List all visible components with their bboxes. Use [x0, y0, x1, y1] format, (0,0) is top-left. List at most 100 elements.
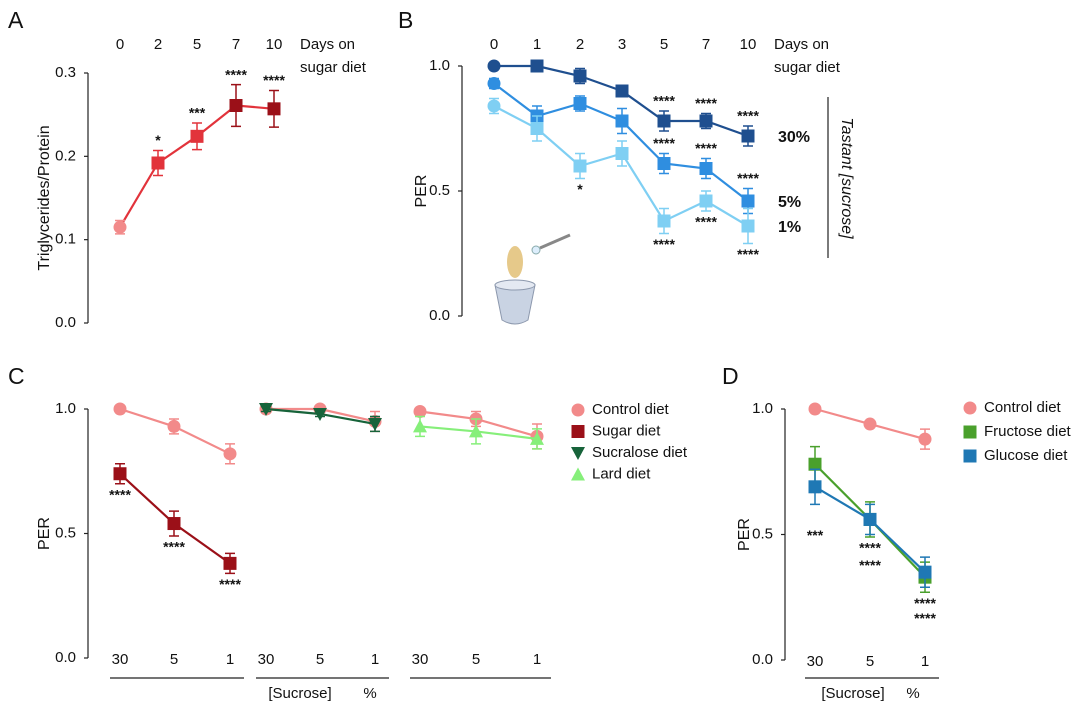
marker	[267, 102, 281, 116]
x-tick-label: 0	[116, 36, 124, 53]
x-axis-label: [Sucrose]	[821, 685, 884, 702]
legend-label: Fructose diet	[984, 423, 1072, 440]
y-axis-label: PER	[413, 175, 430, 208]
significance-label: ****	[859, 557, 881, 573]
marker	[413, 404, 427, 418]
marker	[657, 214, 671, 228]
x-axis-label: [Sucrose]	[268, 685, 331, 702]
marker	[963, 449, 977, 463]
marker	[571, 403, 585, 417]
panel-letter: A	[8, 7, 24, 33]
significance-label: ****	[859, 540, 881, 556]
marker	[571, 467, 585, 481]
marker	[699, 162, 713, 175]
y-tick-label: 0.5	[429, 182, 450, 199]
significance-label: ****	[737, 170, 759, 186]
significance-label: ****	[737, 108, 759, 124]
marker	[223, 447, 237, 461]
marker	[699, 194, 713, 208]
x-tick-label: 10	[266, 36, 283, 53]
significance-label: ****	[695, 140, 717, 156]
y-tick-label: 1.0	[429, 57, 450, 74]
marker	[530, 431, 544, 445]
marker	[808, 402, 822, 416]
x-tick-label: 1	[371, 651, 379, 668]
marker	[190, 129, 204, 143]
y-axis-label: Triglycerides/Protein	[36, 125, 53, 270]
marker	[615, 147, 629, 160]
x-tick-label: 5	[193, 36, 201, 53]
marker	[167, 517, 181, 531]
x-tick-label: 30	[258, 651, 275, 668]
marker	[808, 480, 822, 494]
y-tick-label: 0.0	[752, 651, 773, 668]
x-tick-label: 2	[154, 36, 162, 53]
series-label: 1%	[778, 219, 801, 236]
y-axis-label: PER	[36, 517, 53, 550]
significance-label: ****	[653, 236, 675, 252]
x-axis-label: Days on	[300, 36, 355, 53]
proboscis-illustration	[494, 233, 571, 325]
x-tick-label: 30	[412, 651, 429, 668]
x-tick-label: 7	[232, 36, 240, 53]
x-axis-label: sugar diet	[300, 59, 367, 76]
significance-label: *	[155, 132, 161, 148]
marker	[530, 59, 544, 73]
legend-label: Glucose diet	[984, 447, 1068, 464]
series-label: 5%	[778, 194, 801, 211]
marker	[223, 556, 237, 570]
marker	[113, 402, 127, 416]
marker	[368, 417, 382, 431]
y-axis-label: PER	[736, 518, 753, 551]
marker	[469, 424, 483, 438]
legend-label: Lard diet	[592, 465, 651, 482]
legend-label: Sucralose diet	[592, 444, 688, 461]
marker	[113, 467, 127, 481]
legend-label: Sugar diet	[592, 422, 661, 439]
x-axis-label: Days on	[774, 36, 829, 53]
panel-letter: C	[8, 363, 25, 389]
marker	[229, 99, 243, 112]
marker	[487, 59, 501, 73]
marker	[167, 419, 181, 433]
marker	[571, 425, 585, 438]
series-label: 30%	[778, 129, 810, 146]
x-tick-label: 2	[576, 36, 584, 53]
marker	[413, 419, 427, 433]
marker	[530, 122, 544, 135]
significance-label: ****	[914, 610, 936, 626]
x-tick-label: 3	[618, 36, 626, 53]
significance-label: ****	[695, 95, 717, 111]
y-tick-label: 0.1	[55, 231, 76, 248]
marker	[573, 97, 587, 110]
y-tick-label: 1.0	[752, 400, 773, 417]
legend-label: Control diet	[592, 401, 670, 418]
significance-label: ****	[263, 72, 285, 88]
x-tick-label: 5	[660, 36, 668, 53]
marker	[741, 129, 755, 143]
significance-label: ****	[653, 93, 675, 109]
x-axis-unit: %	[906, 685, 919, 702]
y-tick-label: 0.0	[55, 649, 76, 666]
x-tick-label: 5	[170, 651, 178, 668]
marker	[699, 114, 713, 128]
y-tick-label: 0.2	[55, 147, 76, 164]
y-tick-label: 0.3	[55, 64, 76, 81]
x-tick-label: 1	[921, 653, 929, 670]
significance-label: ****	[109, 486, 131, 502]
significance-label: ****	[737, 246, 759, 262]
marker	[918, 565, 932, 579]
marker	[571, 447, 585, 460]
y-tick-label: 0.5	[55, 524, 76, 541]
significance-label: ****	[695, 214, 717, 230]
significance-label: *	[577, 181, 583, 197]
marker	[573, 159, 587, 173]
marker	[615, 84, 629, 98]
marker	[313, 407, 327, 421]
y-tick-label: 0.0	[55, 314, 76, 331]
marker	[863, 417, 877, 431]
marker	[657, 157, 671, 170]
x-tick-label: 30	[807, 653, 824, 670]
marker	[151, 156, 165, 170]
